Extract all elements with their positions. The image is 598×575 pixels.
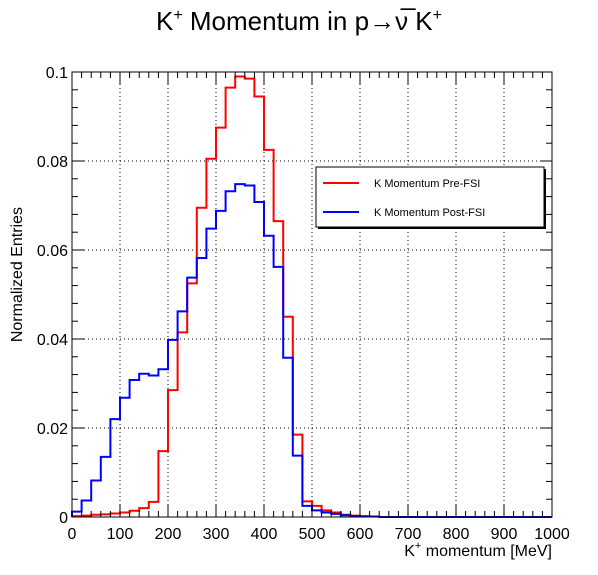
legend-box-shadow-right [544,169,546,229]
x-tick-label: 300 [203,526,230,543]
grid-lines [72,72,552,517]
x-tick-label: 600 [347,526,374,543]
y-axis-title: Normalized Entries [9,207,26,342]
x-tick-label: 0 [68,526,77,543]
x-tick-label: 400 [251,526,278,543]
y-tick-label: 0.08 [37,154,68,171]
x-tick-label: 100 [107,526,134,543]
tick-layer: 0 100 200 300 400 500 600 700 800 900 1000 0 0.02 0.0… [37,65,570,543]
series-post-fsi-step-line [71,183,552,518]
x-axis-title: K+ momentum [MeV] [404,540,552,560]
y-tick-label: 0.02 [37,421,68,438]
x-tick-label: 900 [491,526,518,543]
legend-box-shadow-bottom [318,227,546,229]
legend-label-pre-fsi: K Momentum Pre-FSI [374,178,480,190]
x-tick-label: 500 [299,526,326,543]
legend-label-post-fsi: K Momentum Post-FSI [374,207,485,219]
y-tick-label: 0.04 [37,332,68,349]
plot-frame [71,71,553,518]
legend: K Momentum Pre-FSI K Momentum Post-FSI [315,166,546,229]
x-tick-label: 200 [155,526,182,543]
y-tick-label: 0 [59,510,68,527]
x-tick-label: 1000 [534,526,570,543]
x-tick-label: 800 [443,526,470,543]
y-tick-label: 0.1 [46,65,68,82]
y-tick-label: 0.06 [37,243,68,260]
legend-box [315,166,545,228]
chart-title: K+ Momentum in p→ν̅ K+ [156,6,442,36]
x-tick-label: 700 [395,526,422,543]
